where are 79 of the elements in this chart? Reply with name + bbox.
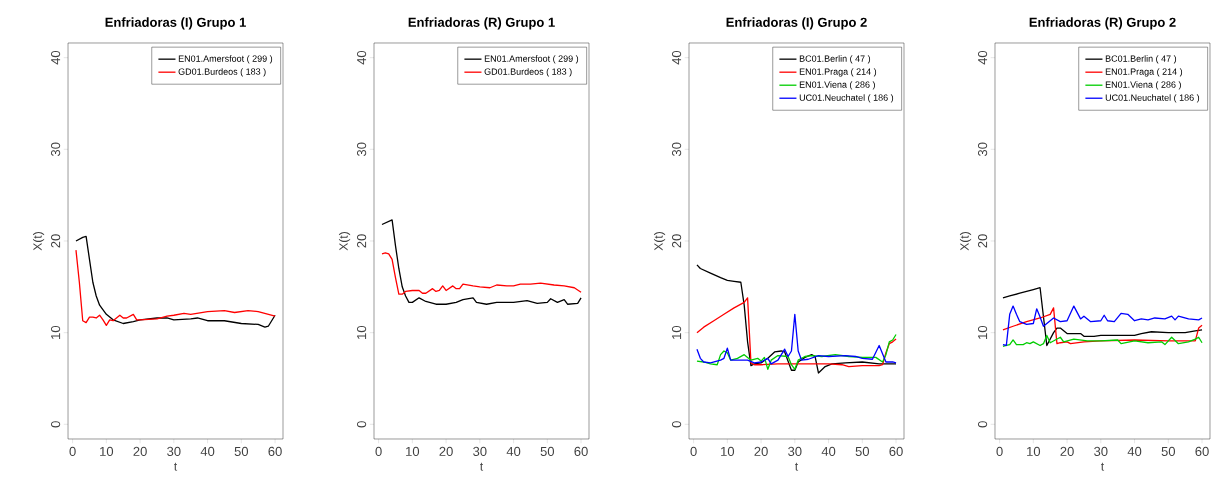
y-axis-title: X(t) bbox=[32, 232, 45, 251]
y-tick-label: 20 bbox=[977, 234, 988, 248]
legend-label: EN01.Amersfoot ( 299 ) bbox=[178, 55, 273, 64]
x-tick-label: 50 bbox=[855, 446, 870, 456]
y-tick-label: 0 bbox=[672, 421, 682, 428]
x-tick-label: 60 bbox=[268, 446, 282, 456]
y-tick-label: 10 bbox=[357, 325, 367, 339]
x-axis-title: t bbox=[1101, 462, 1105, 471]
x-tick-label: 20 bbox=[1060, 446, 1074, 456]
y-tick-label: 10 bbox=[672, 325, 682, 339]
x-tick-label: 10 bbox=[100, 446, 114, 456]
x-tick-label: 0 bbox=[375, 446, 382, 456]
y-tick-label: 40 bbox=[357, 50, 367, 65]
x-tick-label: 10 bbox=[406, 446, 420, 456]
x-tick-label: 20 bbox=[439, 446, 453, 456]
chart-title: Enfriadoras (R) Grupo 2 bbox=[1029, 17, 1176, 30]
x-tick-label: 50 bbox=[540, 446, 555, 456]
x-axis-title: t bbox=[795, 462, 799, 471]
x-tick-label: 50 bbox=[234, 446, 249, 456]
line-series bbox=[75, 249, 276, 326]
legend-label: BC01.Berlin ( 47 ) bbox=[1105, 55, 1177, 64]
y-axis-title: X(t) bbox=[338, 232, 351, 251]
x-tick-label: 40 bbox=[506, 446, 521, 456]
y-tick-label: 20 bbox=[357, 234, 367, 248]
legend-label: EN01.Praga ( 214 ) bbox=[1105, 68, 1183, 77]
y-tick-label: 30 bbox=[977, 142, 988, 157]
x-tick-label: 60 bbox=[1195, 446, 1209, 456]
legend-label: EN01.Praga ( 214 ) bbox=[799, 68, 877, 77]
chart-title: Enfriadoras (I) Grupo 1 bbox=[105, 17, 246, 30]
y-tick-label: 30 bbox=[51, 142, 61, 157]
x-tick-label: 0 bbox=[690, 446, 697, 456]
x-tick-label: 60 bbox=[574, 446, 588, 456]
x-tick-label: 30 bbox=[1094, 446, 1108, 456]
x-tick-label: 50 bbox=[1161, 446, 1176, 456]
x-tick-label: 10 bbox=[1027, 446, 1041, 456]
y-tick-label: 10 bbox=[51, 325, 61, 339]
x-axis-title: t bbox=[174, 462, 178, 471]
y-tick-label: 40 bbox=[51, 50, 61, 65]
x-tick-label: 40 bbox=[1127, 446, 1142, 456]
line-series bbox=[381, 219, 582, 305]
x-tick-label: 60 bbox=[889, 446, 903, 456]
y-tick-label: 0 bbox=[51, 421, 61, 428]
x-tick-label: 0 bbox=[69, 446, 76, 456]
y-axis-title: X(t) bbox=[959, 232, 972, 251]
legend-label: UC01.Neuchatel ( 186 ) bbox=[799, 94, 894, 103]
legend-label: GD01.Burdeos ( 183 ) bbox=[484, 68, 572, 77]
x-axis-title: t bbox=[480, 462, 484, 471]
line-series bbox=[75, 235, 276, 328]
y-tick-label: 10 bbox=[977, 325, 988, 339]
line-series bbox=[696, 264, 897, 374]
legend-label: BC01.Berlin ( 47 ) bbox=[799, 55, 871, 64]
line-series bbox=[696, 333, 897, 370]
x-tick-label: 40 bbox=[821, 446, 836, 456]
y-tick-label: 30 bbox=[357, 142, 367, 157]
legend-label: GD01.Burdeos ( 183 ) bbox=[178, 68, 266, 77]
x-tick-label: 40 bbox=[200, 446, 215, 456]
y-tick-label: 40 bbox=[672, 50, 682, 65]
y-tick-label: 40 bbox=[977, 50, 988, 65]
x-tick-label: 20 bbox=[754, 446, 768, 456]
y-tick-label: 0 bbox=[977, 421, 988, 428]
line-series bbox=[381, 252, 582, 295]
x-tick-label: 30 bbox=[788, 446, 802, 456]
chart-title: Enfriadoras (R) Grupo 1 bbox=[408, 17, 555, 30]
chart-title: Enfriadoras (I) Grupo 2 bbox=[726, 17, 867, 30]
y-tick-label: 20 bbox=[51, 234, 61, 248]
legend-label: EN01.Amersfoot ( 299 ) bbox=[484, 55, 579, 64]
y-tick-label: 20 bbox=[672, 234, 682, 248]
y-axis-title: X(t) bbox=[653, 232, 666, 251]
legend-label: EN01.Viena ( 286 ) bbox=[799, 81, 875, 90]
legend-label: UC01.Neuchatel ( 186 ) bbox=[1105, 94, 1200, 103]
x-tick-label: 30 bbox=[167, 446, 181, 456]
x-tick-label: 10 bbox=[721, 446, 735, 456]
legend-label: EN01.Viena ( 286 ) bbox=[1105, 81, 1181, 90]
x-tick-label: 0 bbox=[996, 446, 1003, 456]
x-tick-label: 30 bbox=[473, 446, 487, 456]
x-tick-label: 20 bbox=[133, 446, 147, 456]
y-tick-label: 30 bbox=[672, 142, 682, 157]
y-tick-label: 0 bbox=[357, 421, 367, 428]
line-series bbox=[1002, 334, 1203, 348]
